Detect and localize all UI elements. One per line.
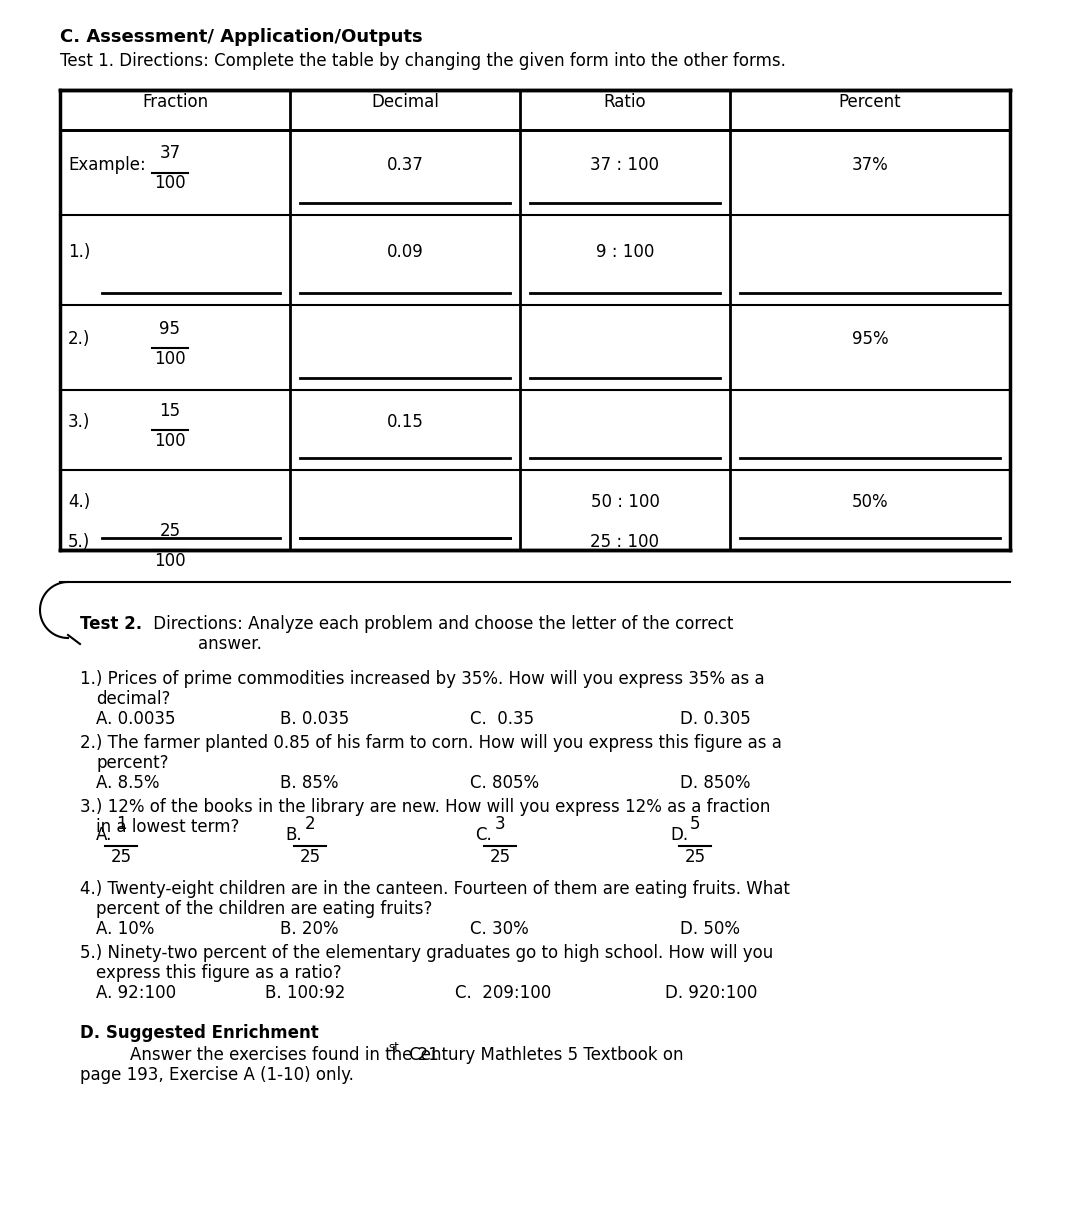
Text: 3: 3	[494, 815, 505, 832]
Text: 4.): 4.)	[68, 493, 91, 511]
Text: 100: 100	[154, 349, 185, 368]
Text: st: st	[388, 1041, 399, 1054]
Text: Ratio: Ratio	[604, 93, 646, 112]
Text: Test 1. Directions: Complete the table by changing the given form into the other: Test 1. Directions: Complete the table b…	[60, 51, 786, 70]
Text: in a lowest term?: in a lowest term?	[96, 818, 240, 836]
Text: Answer the exercises found in the 21: Answer the exercises found in the 21	[130, 1046, 439, 1064]
Text: D. 50%: D. 50%	[679, 920, 740, 938]
Text: B. 85%: B. 85%	[280, 774, 339, 792]
Text: C.  209:100: C. 209:100	[455, 984, 552, 1002]
Text: D. 850%: D. 850%	[679, 774, 751, 792]
Text: 1: 1	[116, 815, 127, 832]
Text: 15: 15	[160, 402, 181, 421]
Text: 25: 25	[299, 848, 321, 866]
Text: C.: C.	[475, 826, 492, 843]
Text: C. 30%: C. 30%	[470, 920, 528, 938]
Text: C. Assessment/ Application/Outputs: C. Assessment/ Application/Outputs	[60, 28, 423, 47]
Text: 1.) Prices of prime commodities increased by 35%. How will you express 35% as a: 1.) Prices of prime commodities increase…	[80, 669, 765, 688]
Text: A. 0.0035: A. 0.0035	[96, 710, 176, 728]
Text: 5: 5	[690, 815, 701, 832]
Text: decimal?: decimal?	[96, 690, 170, 707]
Text: 5.) Ninety-two percent of the elementary graduates go to high school. How will y: 5.) Ninety-two percent of the elementary…	[80, 944, 773, 962]
Text: Test 2.: Test 2.	[80, 615, 142, 633]
Text: 0.09: 0.09	[387, 243, 424, 261]
Text: 100: 100	[154, 174, 185, 192]
Text: 50 : 100: 50 : 100	[591, 493, 659, 511]
Text: D. 920:100: D. 920:100	[665, 984, 757, 1002]
Text: express this figure as a ratio?: express this figure as a ratio?	[96, 964, 342, 982]
Text: C.  0.35: C. 0.35	[470, 710, 535, 728]
Text: 25: 25	[685, 848, 705, 866]
Text: page 193, Exercise A (1-10) only.: page 193, Exercise A (1-10) only.	[80, 1065, 354, 1084]
Text: 25 : 100: 25 : 100	[590, 533, 659, 550]
Text: A. 92:100: A. 92:100	[96, 984, 176, 1002]
Text: 0.37: 0.37	[387, 156, 424, 174]
Text: 37: 37	[160, 145, 181, 163]
Text: A. 10%: A. 10%	[96, 920, 154, 938]
Text: 50%: 50%	[852, 493, 888, 511]
Text: A. 8.5%: A. 8.5%	[96, 774, 160, 792]
Text: 37 : 100: 37 : 100	[590, 156, 659, 174]
Text: 2: 2	[305, 815, 315, 832]
Text: Century Mathletes 5 Textbook on: Century Mathletes 5 Textbook on	[404, 1046, 684, 1064]
Text: Fraction: Fraction	[142, 93, 208, 112]
Text: B. 20%: B. 20%	[280, 920, 339, 938]
Text: D. 0.305: D. 0.305	[679, 710, 751, 728]
Text: B. 0.035: B. 0.035	[280, 710, 349, 728]
Text: C. 805%: C. 805%	[470, 774, 539, 792]
Text: B. 100:92: B. 100:92	[265, 984, 345, 1002]
Text: 95: 95	[160, 320, 180, 337]
Text: 25: 25	[490, 848, 510, 866]
Text: Example:: Example:	[68, 156, 146, 174]
Text: 95%: 95%	[852, 331, 888, 348]
Text: 0.15: 0.15	[387, 413, 424, 432]
Text: A.: A.	[96, 826, 113, 843]
Text: D.: D.	[670, 826, 688, 843]
Text: 9 : 100: 9 : 100	[595, 243, 654, 261]
Text: 5.): 5.)	[68, 533, 91, 550]
Text: percent?: percent?	[96, 754, 168, 772]
Text: 100: 100	[154, 432, 185, 450]
Text: 25: 25	[111, 848, 132, 866]
Text: 3.) 12% of the books in the library are new. How will you express 12% as a fract: 3.) 12% of the books in the library are …	[80, 798, 770, 817]
Text: percent of the children are eating fruits?: percent of the children are eating fruit…	[96, 900, 432, 918]
Text: 100: 100	[154, 552, 185, 570]
Text: answer.: answer.	[198, 635, 262, 653]
Text: 4.) Twenty-eight children are in the canteen. Fourteen of them are eating fruits: 4.) Twenty-eight children are in the can…	[80, 880, 790, 897]
Text: B.: B.	[285, 826, 301, 843]
Text: 2.) The farmer planted 0.85 of his farm to corn. How will you express this figur: 2.) The farmer planted 0.85 of his farm …	[80, 734, 782, 752]
Text: Percent: Percent	[839, 93, 901, 112]
Text: Directions: Analyze each problem and choose the letter of the correct: Directions: Analyze each problem and cho…	[148, 615, 734, 633]
Text: 1.): 1.)	[68, 243, 91, 261]
Text: 2.): 2.)	[68, 331, 91, 348]
Text: D. Suggested Enrichment: D. Suggested Enrichment	[80, 1024, 318, 1042]
Text: Decimal: Decimal	[371, 93, 439, 112]
Text: 25: 25	[160, 522, 181, 539]
Text: 3.): 3.)	[68, 413, 91, 432]
Text: 37%: 37%	[852, 156, 888, 174]
